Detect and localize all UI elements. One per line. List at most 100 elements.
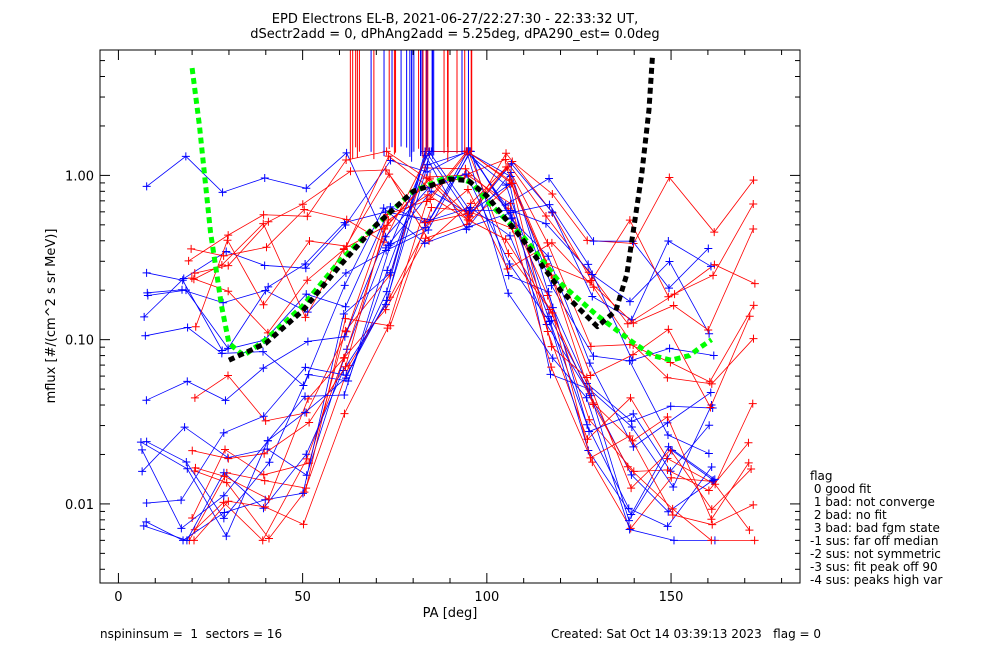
flux-point [302,290,311,299]
flux-point [224,231,233,240]
flux-point [669,301,678,310]
flux-point [664,284,673,293]
flux-point [545,200,554,209]
flux-point [548,308,557,317]
flux-point [544,252,553,261]
flux-point [628,356,637,365]
flux-point [142,499,151,508]
flux-point [541,219,550,228]
flux-point [625,525,634,534]
flux-point [221,445,230,454]
flux-point [342,148,351,157]
flux-point [259,219,268,228]
flux-point [586,453,595,462]
flux-point [384,216,393,224]
flux-point [421,234,430,243]
flux-point [627,484,636,493]
flux-point [301,392,310,401]
flux-point [427,187,436,196]
flux-point [259,347,268,356]
flux-point [260,174,269,183]
flux-point [305,237,314,246]
flux-point [665,344,674,353]
flux-point [545,317,554,326]
flux-point [665,173,674,182]
flux-point [259,300,268,309]
flux-point [341,221,350,230]
x-tick-label: 150 [659,590,684,605]
flux-point [627,417,636,426]
flux-point [589,283,598,292]
flux-point [341,302,350,311]
flux-point [505,231,514,240]
flux-point [383,324,392,333]
flux-point [222,478,231,487]
flux-point [381,165,390,174]
flux-point [259,504,268,513]
flux-point [547,281,556,290]
flux-point [142,517,151,526]
flux-point [583,420,592,429]
flux-point [707,379,716,388]
flux-point [707,515,716,524]
flux-point [182,458,191,467]
flux-point [261,502,270,511]
flux-point [502,162,511,171]
flux-point [704,244,713,253]
flux-point [222,532,231,541]
flux-point [709,351,718,360]
flux-point [663,431,672,440]
flux-point [182,536,191,545]
legend-entry: 1 bad: not converge [810,495,935,509]
legend-entry: -3 sus: fit peak off 90 [810,560,938,574]
flux-point [626,524,635,533]
flux-point [503,264,512,273]
flux-trace [140,150,710,537]
flux-point [744,438,753,447]
flux-point [704,486,713,495]
legend-entry: -4 sus: peaks high var [810,573,943,587]
flux-point [305,418,314,427]
chart-title: EPD Electrons EL-B, 2021-06-27/22:27:30 … [272,12,638,27]
footer-sectors: nspininsum = 1 sectors = 16 [100,627,283,641]
flux-point [670,290,679,299]
flux-point [183,464,192,473]
chart-subtitle: dSectr2add = 0, dPhAng2add = 5.25deg, dP… [250,27,659,42]
flux-point [588,458,597,467]
flux-point [669,536,678,545]
flux-point [381,232,390,241]
flux-point [138,467,147,476]
flux-point [384,241,393,250]
flux-point [508,213,517,222]
flux-point [139,521,148,530]
flux-point [181,152,190,161]
flux-point [261,416,270,425]
flux-point [386,239,395,248]
flux-point [221,396,230,405]
flux-point [217,349,226,358]
flux-point [627,510,636,519]
flux-point [187,244,196,253]
axis-ticks: 0 50 100 150 0.01 0.10 1.00 [65,50,800,605]
flux-point [546,370,555,379]
flux-point [184,256,193,265]
flux-point [177,496,186,505]
flux-point [588,292,597,301]
flux-point [303,337,312,346]
flux-point [300,408,309,417]
flux-trace [193,158,756,325]
flux-point [138,445,147,454]
flux-point [301,260,310,269]
flux-point [663,522,672,531]
flux-point [744,458,753,467]
flux-point [187,274,196,283]
flux-point [547,363,556,372]
flux-point [427,203,436,212]
flux-point [420,239,429,248]
flux-point [190,269,199,278]
flux-point [178,285,187,294]
flux-point [302,450,311,459]
flux-point [142,396,151,405]
flux-point [188,446,197,455]
